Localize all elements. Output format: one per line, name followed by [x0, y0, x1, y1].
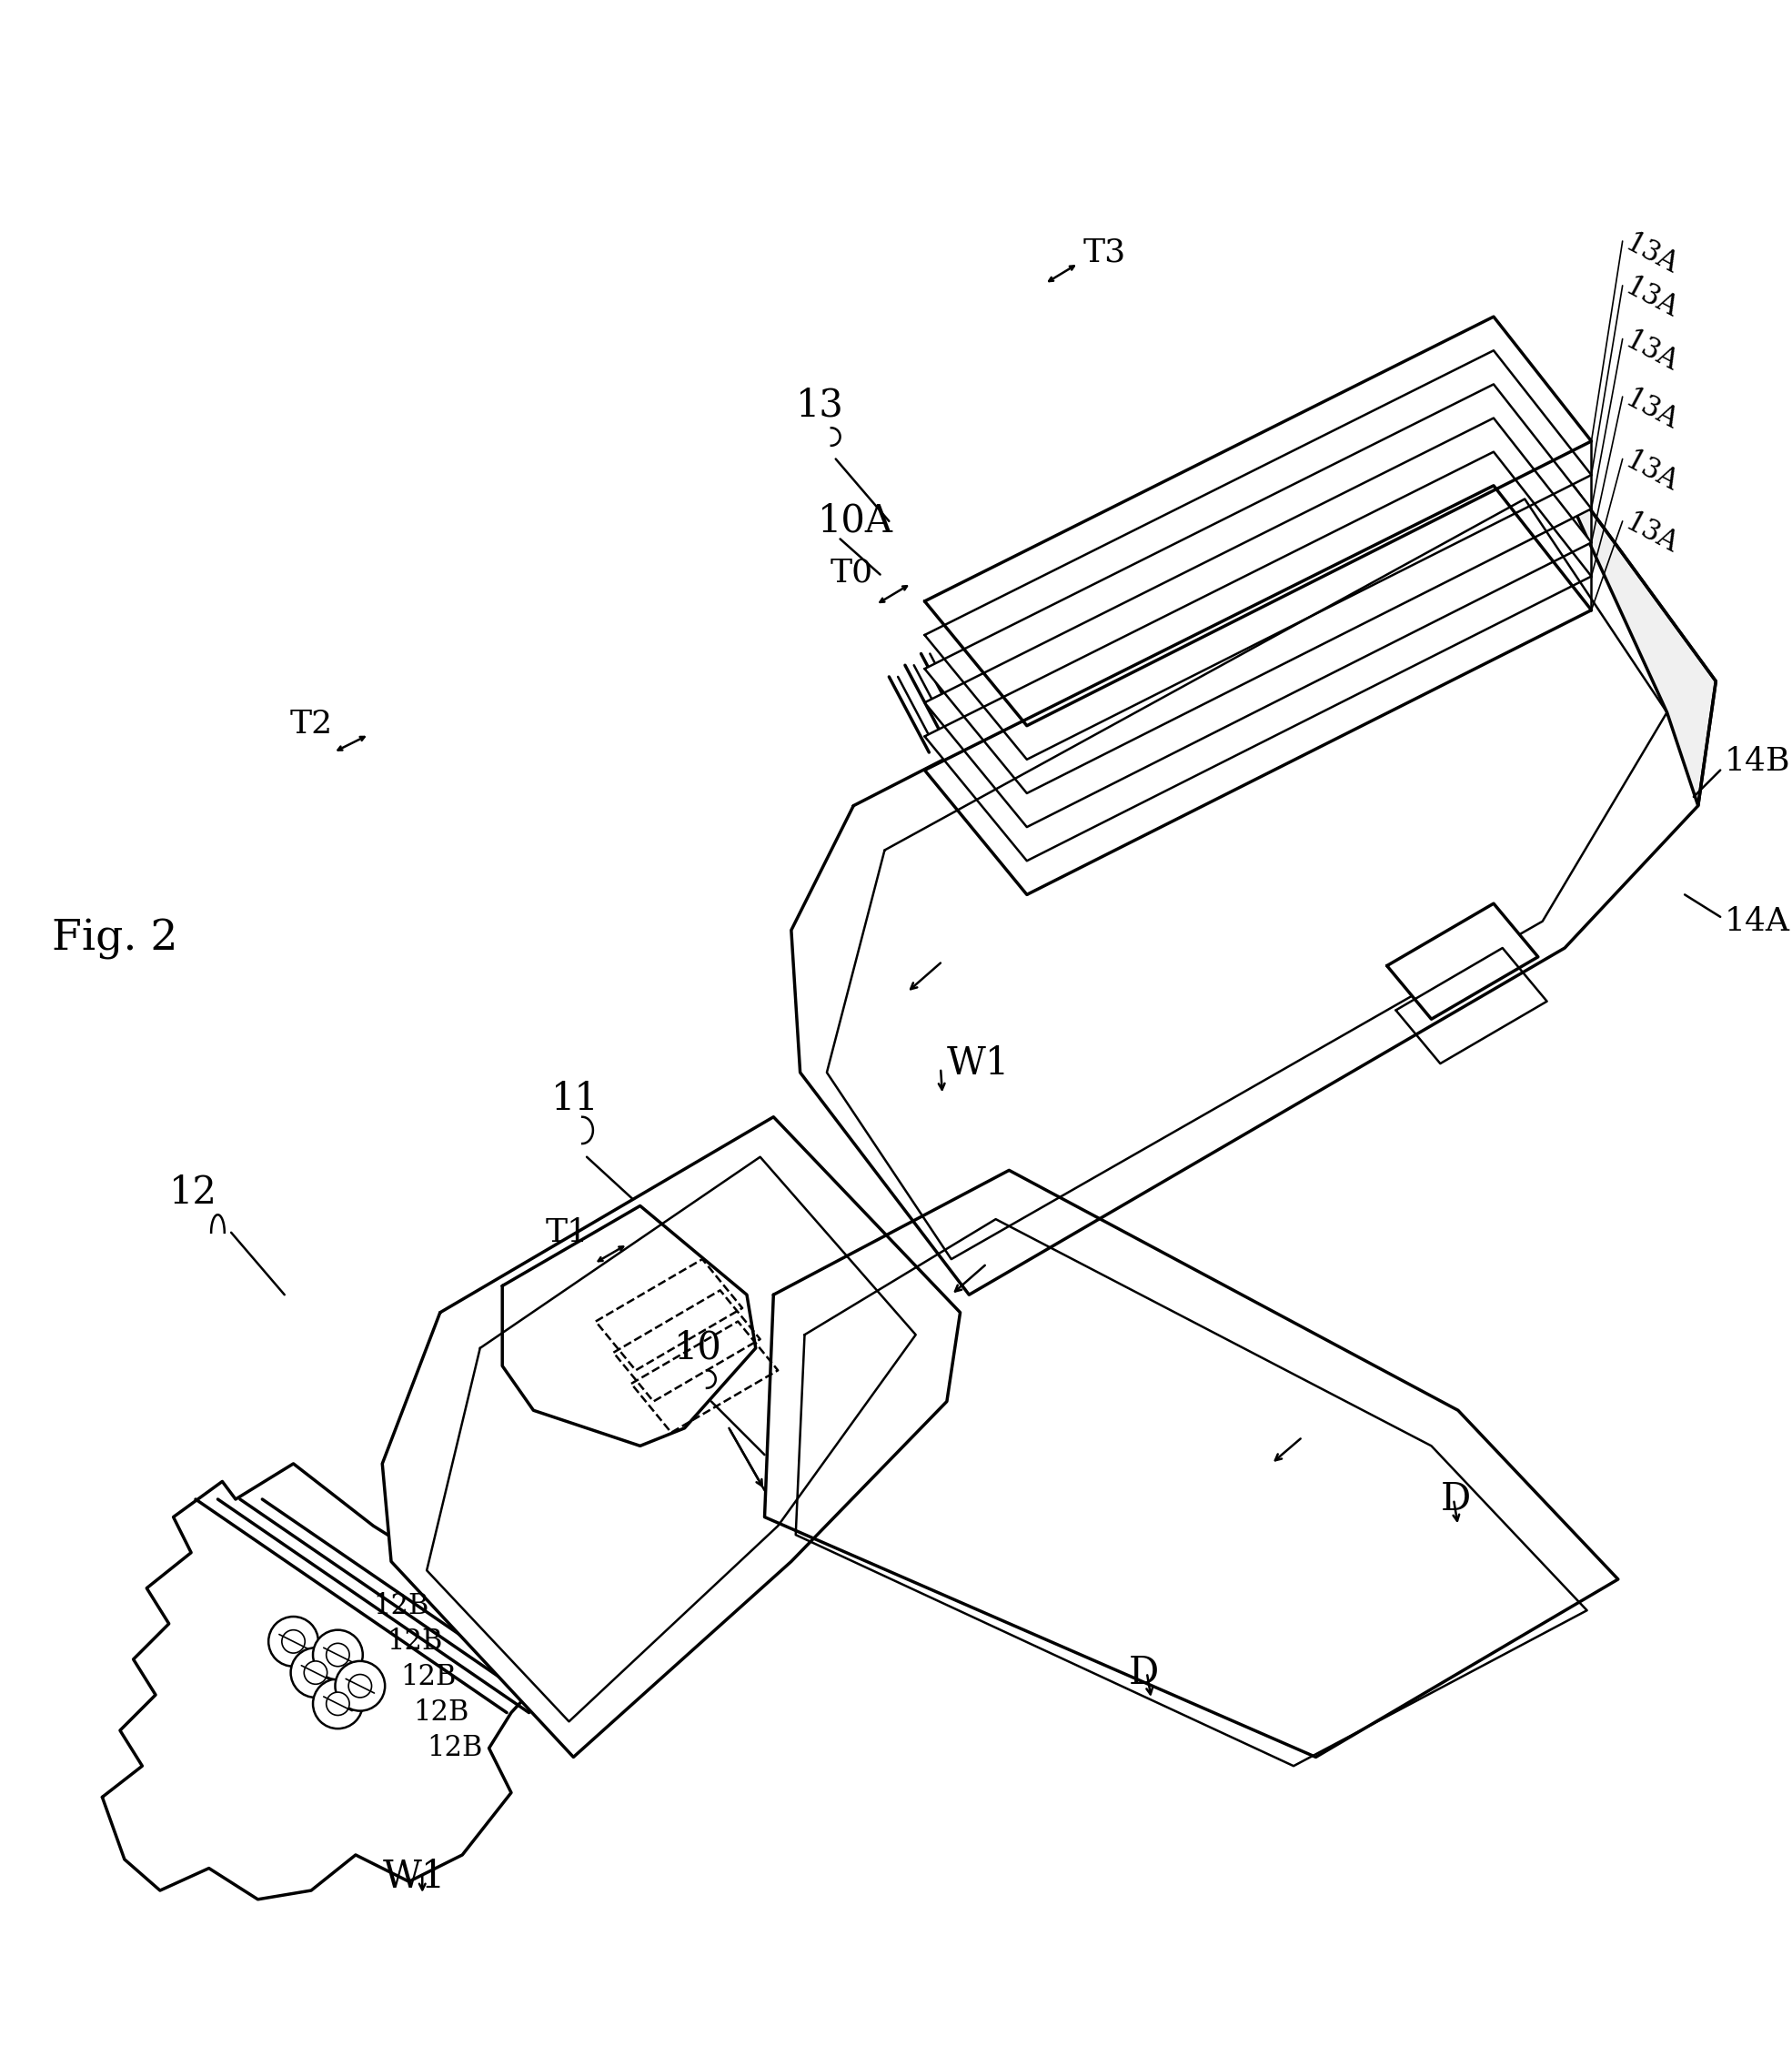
Text: 12B: 12B	[400, 1663, 455, 1692]
Text: Fig. 2: Fig. 2	[52, 919, 177, 960]
Text: W1: W1	[382, 1859, 444, 1896]
Polygon shape	[502, 1205, 756, 1445]
Text: D: D	[1129, 1653, 1159, 1692]
Text: 11: 11	[552, 1079, 599, 1118]
Text: T0: T0	[830, 557, 873, 588]
Circle shape	[290, 1647, 340, 1698]
Circle shape	[314, 1630, 362, 1680]
Text: W1: W1	[946, 1044, 1011, 1084]
Circle shape	[326, 1643, 349, 1667]
Text: 12B: 12B	[414, 1698, 470, 1727]
Text: T2: T2	[290, 709, 333, 740]
Circle shape	[281, 1630, 305, 1653]
Text: T3: T3	[1082, 236, 1125, 267]
Text: 13A: 13A	[1620, 508, 1683, 559]
Text: 13A: 13A	[1620, 273, 1683, 325]
Text: 13A: 13A	[1620, 228, 1683, 280]
Polygon shape	[382, 1116, 961, 1758]
Text: 12B: 12B	[426, 1733, 482, 1762]
Text: 12B: 12B	[373, 1591, 430, 1620]
Circle shape	[348, 1674, 371, 1698]
Polygon shape	[925, 350, 1591, 759]
Polygon shape	[925, 485, 1591, 894]
Text: D: D	[1441, 1480, 1471, 1517]
Polygon shape	[102, 1464, 561, 1900]
Circle shape	[269, 1616, 319, 1667]
Polygon shape	[925, 317, 1591, 726]
Text: 14B: 14B	[1724, 746, 1790, 777]
Polygon shape	[1546, 450, 1717, 806]
Polygon shape	[1387, 903, 1538, 1020]
Text: 12: 12	[168, 1174, 217, 1211]
Polygon shape	[925, 384, 1591, 794]
Polygon shape	[925, 452, 1591, 861]
Polygon shape	[765, 1170, 1618, 1758]
Text: 13A: 13A	[1620, 446, 1683, 498]
Text: 13: 13	[796, 387, 844, 426]
Text: 10A: 10A	[817, 502, 894, 541]
Text: 14A: 14A	[1724, 907, 1790, 938]
Text: T1: T1	[547, 1217, 588, 1248]
Text: 12B: 12B	[387, 1628, 443, 1655]
Circle shape	[305, 1661, 328, 1684]
Circle shape	[326, 1692, 349, 1715]
Circle shape	[314, 1680, 362, 1729]
Text: 13A: 13A	[1620, 384, 1683, 436]
Text: 13A: 13A	[1620, 327, 1683, 378]
Polygon shape	[792, 450, 1717, 1295]
Polygon shape	[925, 417, 1591, 827]
Circle shape	[335, 1661, 385, 1711]
Text: 10: 10	[674, 1328, 722, 1367]
